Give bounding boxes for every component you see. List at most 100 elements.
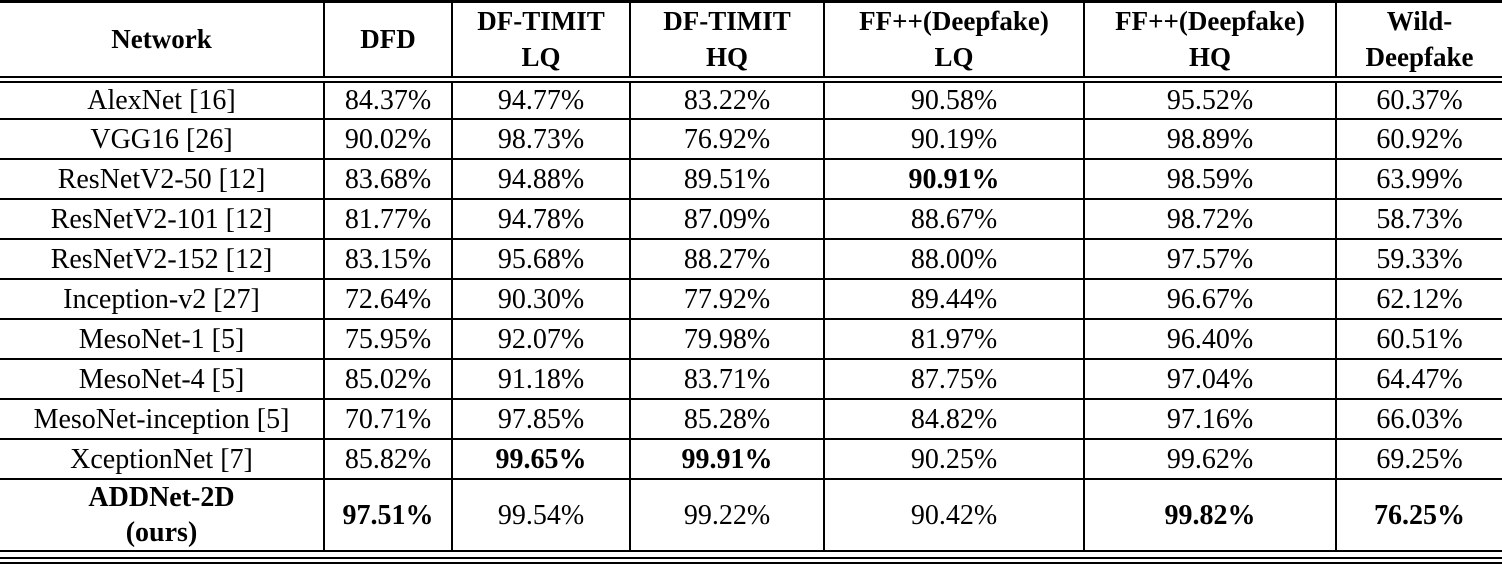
accuracy-cell: 90.30%	[451, 279, 630, 321]
accuracy-cell: 90.91%	[823, 159, 1084, 201]
network-name: ResNetV2-50 [12]	[0, 159, 324, 201]
accuracy-cell: 83.15%	[323, 239, 452, 281]
accuracy-cell: 90.19%	[823, 119, 1084, 161]
table-row: ResNetV2-50 [12] 83.68% 94.88% 89.51% 90.91%…	[0, 159, 1502, 201]
accuracy-cell: 62.12%	[1335, 279, 1502, 321]
accuracy-cell: 81.77%	[323, 199, 452, 241]
accuracy-cell: 98.89%	[1083, 119, 1336, 161]
table-row: ADDNet-2D (ours) 97.51% 99.54% 99.22% 90.42%…	[0, 479, 1502, 553]
table-row: MesoNet-inception [5] 70.71% 97.85% 85.28% 8…	[0, 399, 1502, 441]
header-row: Network DFD DF-TIMIT LQ DF-TIMIT HQ FF++…	[0, 0, 1502, 83]
accuracy-cell: 87.09%	[629, 199, 824, 241]
accuracy-cell: 64.47%	[1335, 359, 1502, 401]
accuracy-cell: 97.04%	[1083, 359, 1336, 401]
accuracy-cell: 95.52%	[1083, 79, 1336, 121]
accuracy-cell: 69.25%	[1335, 439, 1502, 481]
accuracy-cell: 63.99%	[1335, 159, 1502, 201]
table-row: VGG16 [26] 90.02% 98.73% 76.92% 90.19% 98.89%…	[0, 119, 1502, 161]
column-header-network: Network	[0, 0, 324, 83]
results-table-header: Network DFD DF-TIMIT LQ DF-TIMIT HQ FF++…	[0, 0, 1502, 83]
table-row: MesoNet-4 [5] 85.02% 91.18% 83.71% 87.75% 97.…	[0, 359, 1502, 401]
accuracy-cell: 97.51%	[323, 479, 452, 553]
accuracy-cell: 95.68%	[451, 239, 630, 281]
network-name: ResNetV2-152 [12]	[0, 239, 324, 281]
accuracy-cell: 90.42%	[823, 479, 1084, 553]
column-header-df-timit-lq: DF-TIMIT LQ	[451, 0, 630, 83]
accuracy-cell: 97.57%	[1083, 239, 1336, 281]
accuracy-cell: 90.02%	[323, 119, 452, 161]
accuracy-cell: 89.44%	[823, 279, 1084, 321]
accuracy-cell: 60.51%	[1335, 319, 1502, 361]
accuracy-cell: 76.25%	[1335, 479, 1502, 553]
accuracy-cell: 85.28%	[629, 399, 824, 441]
accuracy-cell: 88.00%	[823, 239, 1084, 281]
accuracy-cell: 83.71%	[629, 359, 824, 401]
column-header-df-timit-hq: DF-TIMIT HQ	[629, 0, 824, 83]
results-table: Network DFD DF-TIMIT LQ DF-TIMIT HQ FF++…	[0, 0, 1502, 553]
network-name: MesoNet-inception [5]	[0, 399, 324, 441]
accuracy-cell: 97.85%	[451, 399, 630, 441]
accuracy-cell: 94.78%	[451, 199, 630, 241]
accuracy-cell: 66.03%	[1335, 399, 1502, 441]
accuracy-cell: 91.18%	[451, 359, 630, 401]
table-row: MesoNet-1 [5] 75.95% 92.07% 79.98% 81.97% 96.…	[0, 319, 1502, 361]
network-name: ADDNet-2D (ours)	[0, 479, 324, 553]
accuracy-cell: 98.73%	[451, 119, 630, 161]
network-name: VGG16 [26]	[0, 119, 324, 161]
accuracy-cell: 99.82%	[1083, 479, 1336, 553]
accuracy-cell: 94.88%	[451, 159, 630, 201]
accuracy-cell: 81.97%	[823, 319, 1084, 361]
accuracy-cell: 99.54%	[451, 479, 630, 553]
accuracy-cell: 58.73%	[1335, 199, 1502, 241]
accuracy-cell: 92.07%	[451, 319, 630, 361]
accuracy-cell: 87.75%	[823, 359, 1084, 401]
accuracy-cell: 79.98%	[629, 319, 824, 361]
column-header-dfd: DFD	[323, 0, 452, 83]
network-name: AlexNet [16]	[0, 79, 324, 121]
accuracy-cell: 85.02%	[323, 359, 452, 401]
accuracy-cell: 99.22%	[629, 479, 824, 553]
accuracy-cell: 84.37%	[323, 79, 452, 121]
accuracy-cell: 70.71%	[323, 399, 452, 441]
accuracy-cell: 60.92%	[1335, 119, 1502, 161]
table-row: Inception-v2 [27] 72.64% 90.30% 77.92% 89.44…	[0, 279, 1502, 321]
accuracy-cell: 89.51%	[629, 159, 824, 201]
network-name: ResNetV2-101 [12]	[0, 199, 324, 241]
network-name: MesoNet-1 [5]	[0, 319, 324, 361]
accuracy-cell: 96.67%	[1083, 279, 1336, 321]
column-header-wild-deepfake: Wild- Deepfake	[1335, 0, 1502, 83]
accuracy-cell: 75.95%	[323, 319, 452, 361]
accuracy-cell: 90.58%	[823, 79, 1084, 121]
accuracy-cell: 94.77%	[451, 79, 630, 121]
results-table-body: AlexNet [16] 84.37% 94.77% 83.22% 90.58% 95.5…	[0, 79, 1502, 553]
table-row: ResNetV2-101 [12] 81.77% 94.78% 87.09% 88.67…	[0, 199, 1502, 241]
accuracy-cell: 99.65%	[451, 439, 630, 481]
table-row: AlexNet [16] 84.37% 94.77% 83.22% 90.58% 95.5…	[0, 79, 1502, 121]
accuracy-cell: 99.62%	[1083, 439, 1336, 481]
column-header-ffpp-deepfake-hq: FF++(Deepfake) HQ	[1083, 0, 1336, 83]
network-name: MesoNet-4 [5]	[0, 359, 324, 401]
accuracy-cell: 88.27%	[629, 239, 824, 281]
accuracy-cell: 88.67%	[823, 199, 1084, 241]
accuracy-cell: 83.22%	[629, 79, 824, 121]
accuracy-cell: 59.33%	[1335, 239, 1502, 281]
accuracy-cell: 77.92%	[629, 279, 824, 321]
table-row: XceptionNet [7] 85.82% 99.65% 99.91% 90.25% 9…	[0, 439, 1502, 481]
accuracy-cell: 85.82%	[323, 439, 452, 481]
accuracy-cell: 96.40%	[1083, 319, 1336, 361]
accuracy-cell: 90.25%	[823, 439, 1084, 481]
accuracy-cell: 84.82%	[823, 399, 1084, 441]
table-row: ResNetV2-152 [12] 83.15% 95.68% 88.27% 88.00…	[0, 239, 1502, 281]
accuracy-cell: 83.68%	[323, 159, 452, 201]
column-header-ffpp-deepfake-lq: FF++(Deepfake) LQ	[823, 0, 1084, 83]
network-name: Inception-v2 [27]	[0, 279, 324, 321]
accuracy-cell: 76.92%	[629, 119, 824, 161]
accuracy-cell: 98.72%	[1083, 199, 1336, 241]
accuracy-cell: 98.59%	[1083, 159, 1336, 201]
accuracy-cell: 97.16%	[1083, 399, 1336, 441]
accuracy-cell: 99.91%	[629, 439, 824, 481]
network-name: XceptionNet [7]	[0, 439, 324, 481]
accuracy-cell: 60.37%	[1335, 79, 1502, 121]
accuracy-cell: 72.64%	[323, 279, 452, 321]
